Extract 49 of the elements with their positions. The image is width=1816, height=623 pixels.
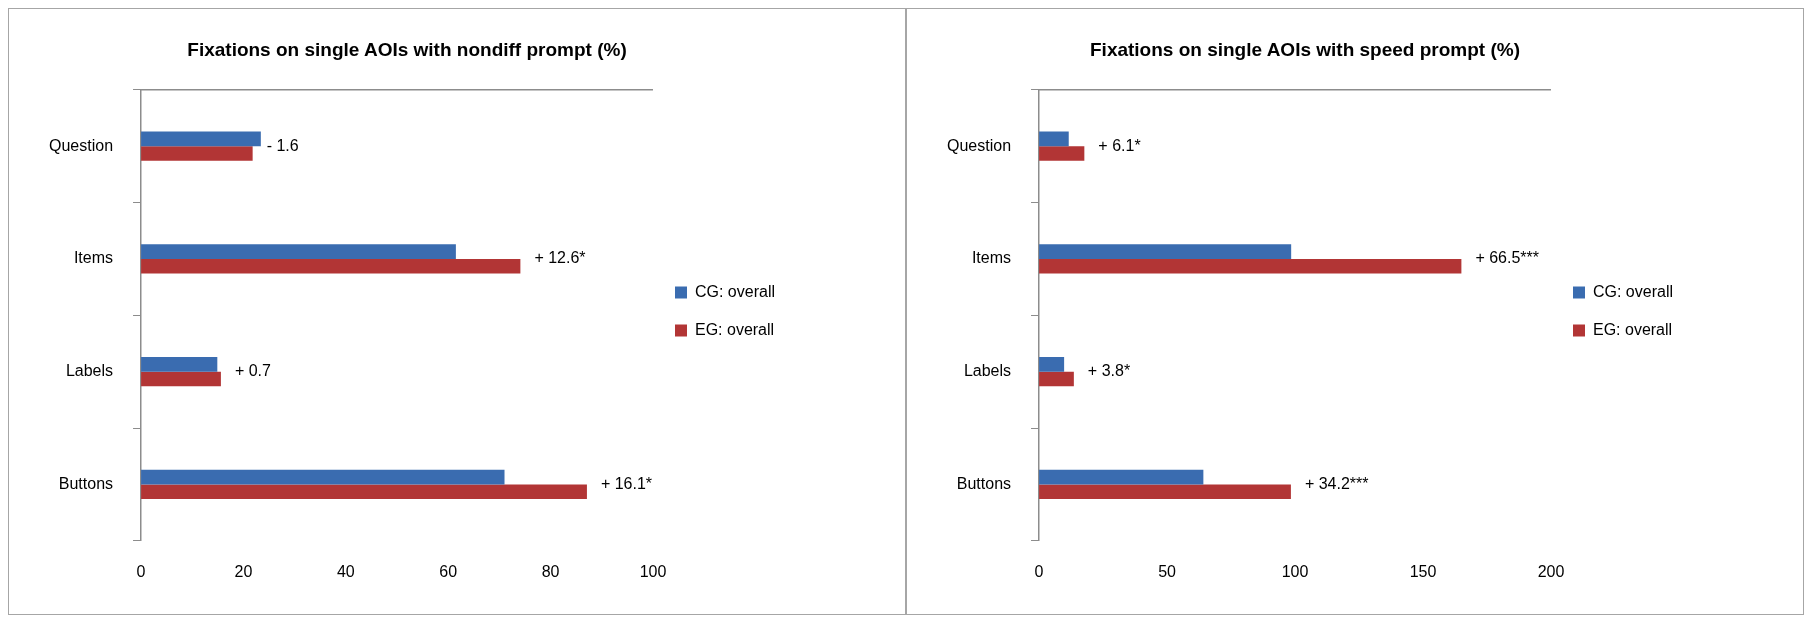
y-tick-label: Items: [73, 249, 114, 267]
y-tick-label: Question: [946, 136, 1012, 154]
y-tick-label: Items: [971, 249, 1012, 267]
annotation: + 16.1*: [600, 474, 653, 492]
y-tick-label: Question: [48, 136, 114, 154]
y-tick-label: Buttons: [956, 474, 1012, 492]
bar: [141, 469, 505, 485]
bar: [141, 146, 253, 161]
y-tick-label: Buttons: [58, 474, 114, 492]
bar: [1039, 244, 1292, 259]
bar: [1039, 131, 1069, 147]
annotation: + 12.6*: [534, 249, 586, 267]
bar: [1039, 146, 1085, 161]
legend-label: CG: overall: [694, 282, 776, 300]
bar: [1039, 371, 1074, 387]
x-tick-label: 60: [439, 562, 458, 580]
bar: [141, 244, 456, 259]
annotation: + 34.2***: [1304, 474, 1369, 492]
x-tick-label: 80: [541, 562, 560, 580]
bar: [141, 484, 587, 500]
chart-title: Fixations on single AOIs with speed prompt (%): [1090, 38, 1520, 60]
legend-label: EG: overall: [694, 320, 775, 338]
x-tick-label: 100: [1281, 562, 1309, 580]
legend-label: EG: overall: [1592, 320, 1673, 338]
legend-label: CG: overall: [1592, 282, 1674, 300]
bar: [141, 258, 521, 274]
y-tick-label: Labels: [65, 362, 114, 380]
x-tick-label: 0: [136, 562, 146, 580]
bar: [141, 131, 261, 147]
x-tick-label: 40: [336, 562, 355, 580]
annotation: - 1.6: [266, 136, 299, 154]
x-tick-label: 100: [639, 562, 667, 580]
x-tick-label: 200: [1537, 562, 1565, 580]
bar: [1039, 469, 1204, 485]
x-tick-label: 150: [1409, 562, 1437, 580]
bar: [141, 357, 218, 372]
annotation: + 6.1*: [1098, 136, 1141, 154]
x-tick-label: 0: [1034, 562, 1044, 580]
bar: [1039, 357, 1065, 372]
annotation: + 66.5***: [1475, 249, 1539, 267]
y-tick-label: Labels: [963, 362, 1012, 380]
chart-title: Fixations on single AOIs with nondiff prompt (%): [187, 38, 627, 60]
bar: [1039, 484, 1291, 500]
x-tick-label: 20: [234, 562, 253, 580]
annotation: + 0.7: [234, 362, 272, 380]
bar: [1039, 258, 1462, 274]
x-tick-label: 50: [1158, 562, 1177, 580]
annotation: + 3.8*: [1087, 362, 1131, 380]
bar: [141, 371, 221, 387]
